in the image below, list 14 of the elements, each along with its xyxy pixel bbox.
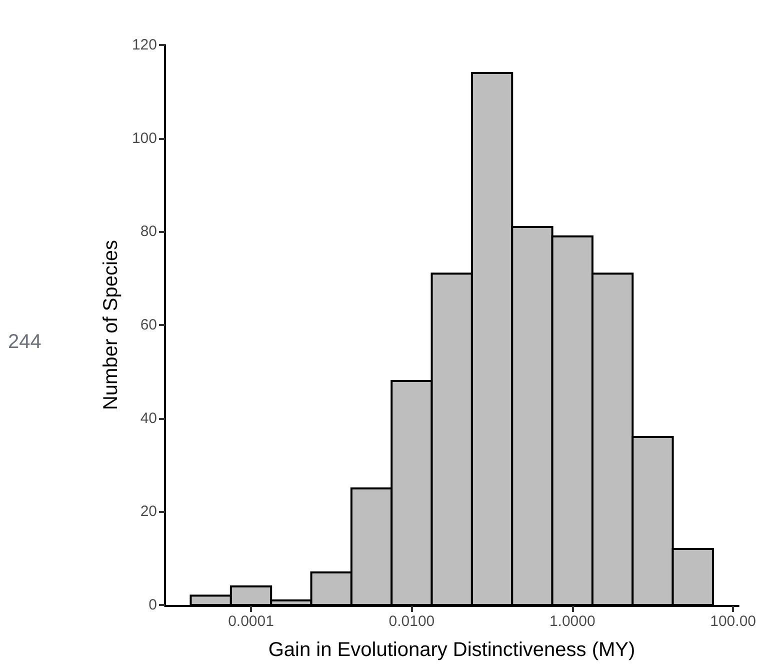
y-axis-title: Number of Species [100,240,122,410]
y-tick-label: 60 [140,316,157,334]
y-tick-label: 120 [132,36,157,54]
x-tick-label: 0.0100 [388,613,435,630]
y-tick-label: 100 [132,130,157,147]
x-tick-label: 100.00 [710,613,756,630]
text: 244 [8,331,42,353]
x-tick-label: 1.0000 [549,613,596,630]
y-tick-label: 40 [140,410,157,427]
y-tick-label: 0 [148,596,157,614]
x-tick-label: 0.0001 [228,613,274,630]
y-tick-label: 20 [140,503,157,520]
x-axis-title: Gain in Evolutionary Distinctiveness (MY) [268,639,636,661]
y-tick-label: 80 [140,223,157,240]
